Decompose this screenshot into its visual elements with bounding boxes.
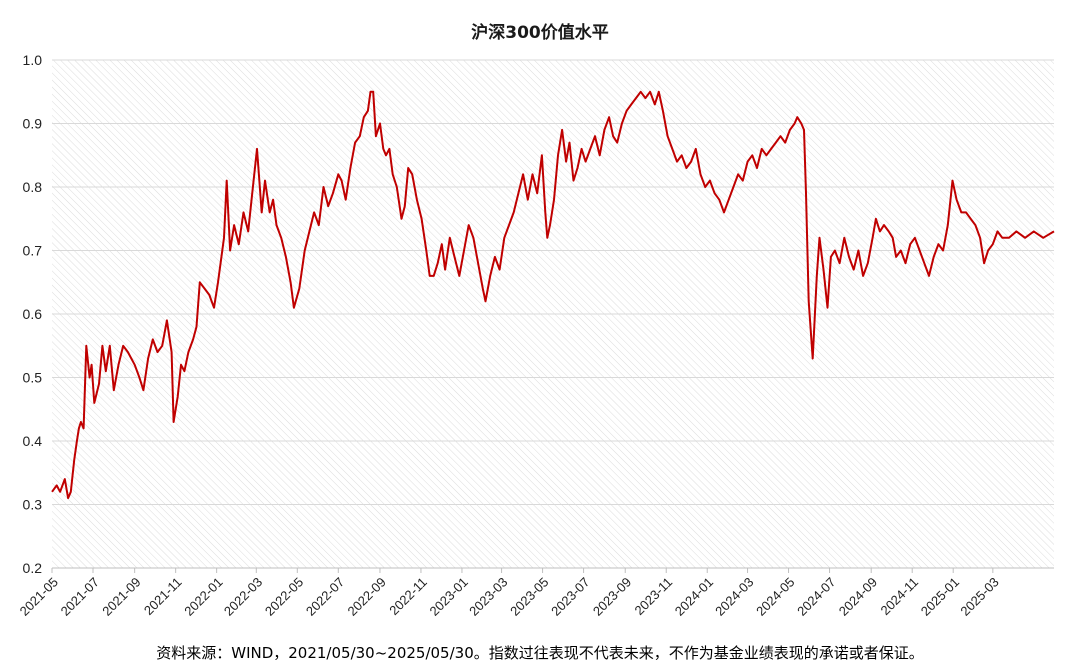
x-tick-label: 2023-05	[507, 574, 551, 618]
x-axis: 2021-052021-072021-092021-112022-012022-…	[17, 567, 1054, 619]
x-tick-label: 2024-11	[877, 574, 921, 618]
y-tick-label: 0.8	[23, 179, 43, 195]
x-tick-label: 2023-07	[548, 574, 592, 618]
y-tick-label: 0.3	[23, 497, 43, 513]
x-tick-label: 2024-03	[712, 574, 756, 618]
x-tick-label: 2024-01	[672, 574, 716, 618]
x-tick-label: 2022-05	[262, 574, 306, 618]
y-tick-label: 0.9	[23, 116, 43, 132]
y-tick-label: 0.2	[23, 560, 43, 576]
y-tick-label: 0.7	[23, 243, 43, 259]
x-tick-label: 2022-09	[345, 574, 389, 618]
chart-title: 沪深300价值水平	[471, 23, 609, 43]
y-axis: 0.2 0.3 0.4 0.5 0.6 0.7 0.8 0.9 1.0	[23, 52, 43, 576]
y-tick-label: 0.5	[23, 370, 43, 386]
series-group	[51, 90, 1055, 500]
x-tick-label: 2023-03	[466, 574, 510, 618]
source-note: 资料来源：WIND，2021/05/30~2025/05/30。指数过往表现不代…	[156, 644, 924, 662]
x-tick-label: 2024-05	[753, 574, 797, 618]
x-tick-label: 2021-11	[141, 574, 185, 618]
x-tick-label: 2025-01	[918, 574, 962, 618]
x-tick-label: 2025-03	[957, 574, 1001, 618]
x-tick-label: 2024-07	[794, 574, 838, 618]
x-tick-label: 2024-09	[836, 574, 880, 618]
y-tick-label: 0.4	[23, 433, 43, 449]
series-line	[51, 90, 1055, 500]
y-tick-label: 1.0	[23, 52, 43, 68]
x-tick-label: 2022-11	[386, 574, 430, 618]
x-tick-label: 2022-03	[221, 574, 265, 618]
y-tick-label: 0.6	[23, 306, 43, 322]
x-tick-label: 2021-05	[17, 574, 61, 618]
x-tick-label: 2023-11	[632, 574, 676, 618]
x-tick-label: 2023-09	[590, 574, 634, 618]
x-tick-label: 2021-09	[99, 574, 143, 618]
x-tick-label: 2022-01	[181, 574, 225, 618]
x-tick-label: 2023-01	[427, 574, 471, 618]
x-tick-label: 2022-07	[303, 574, 347, 618]
x-tick-label: 2021-07	[58, 574, 102, 618]
